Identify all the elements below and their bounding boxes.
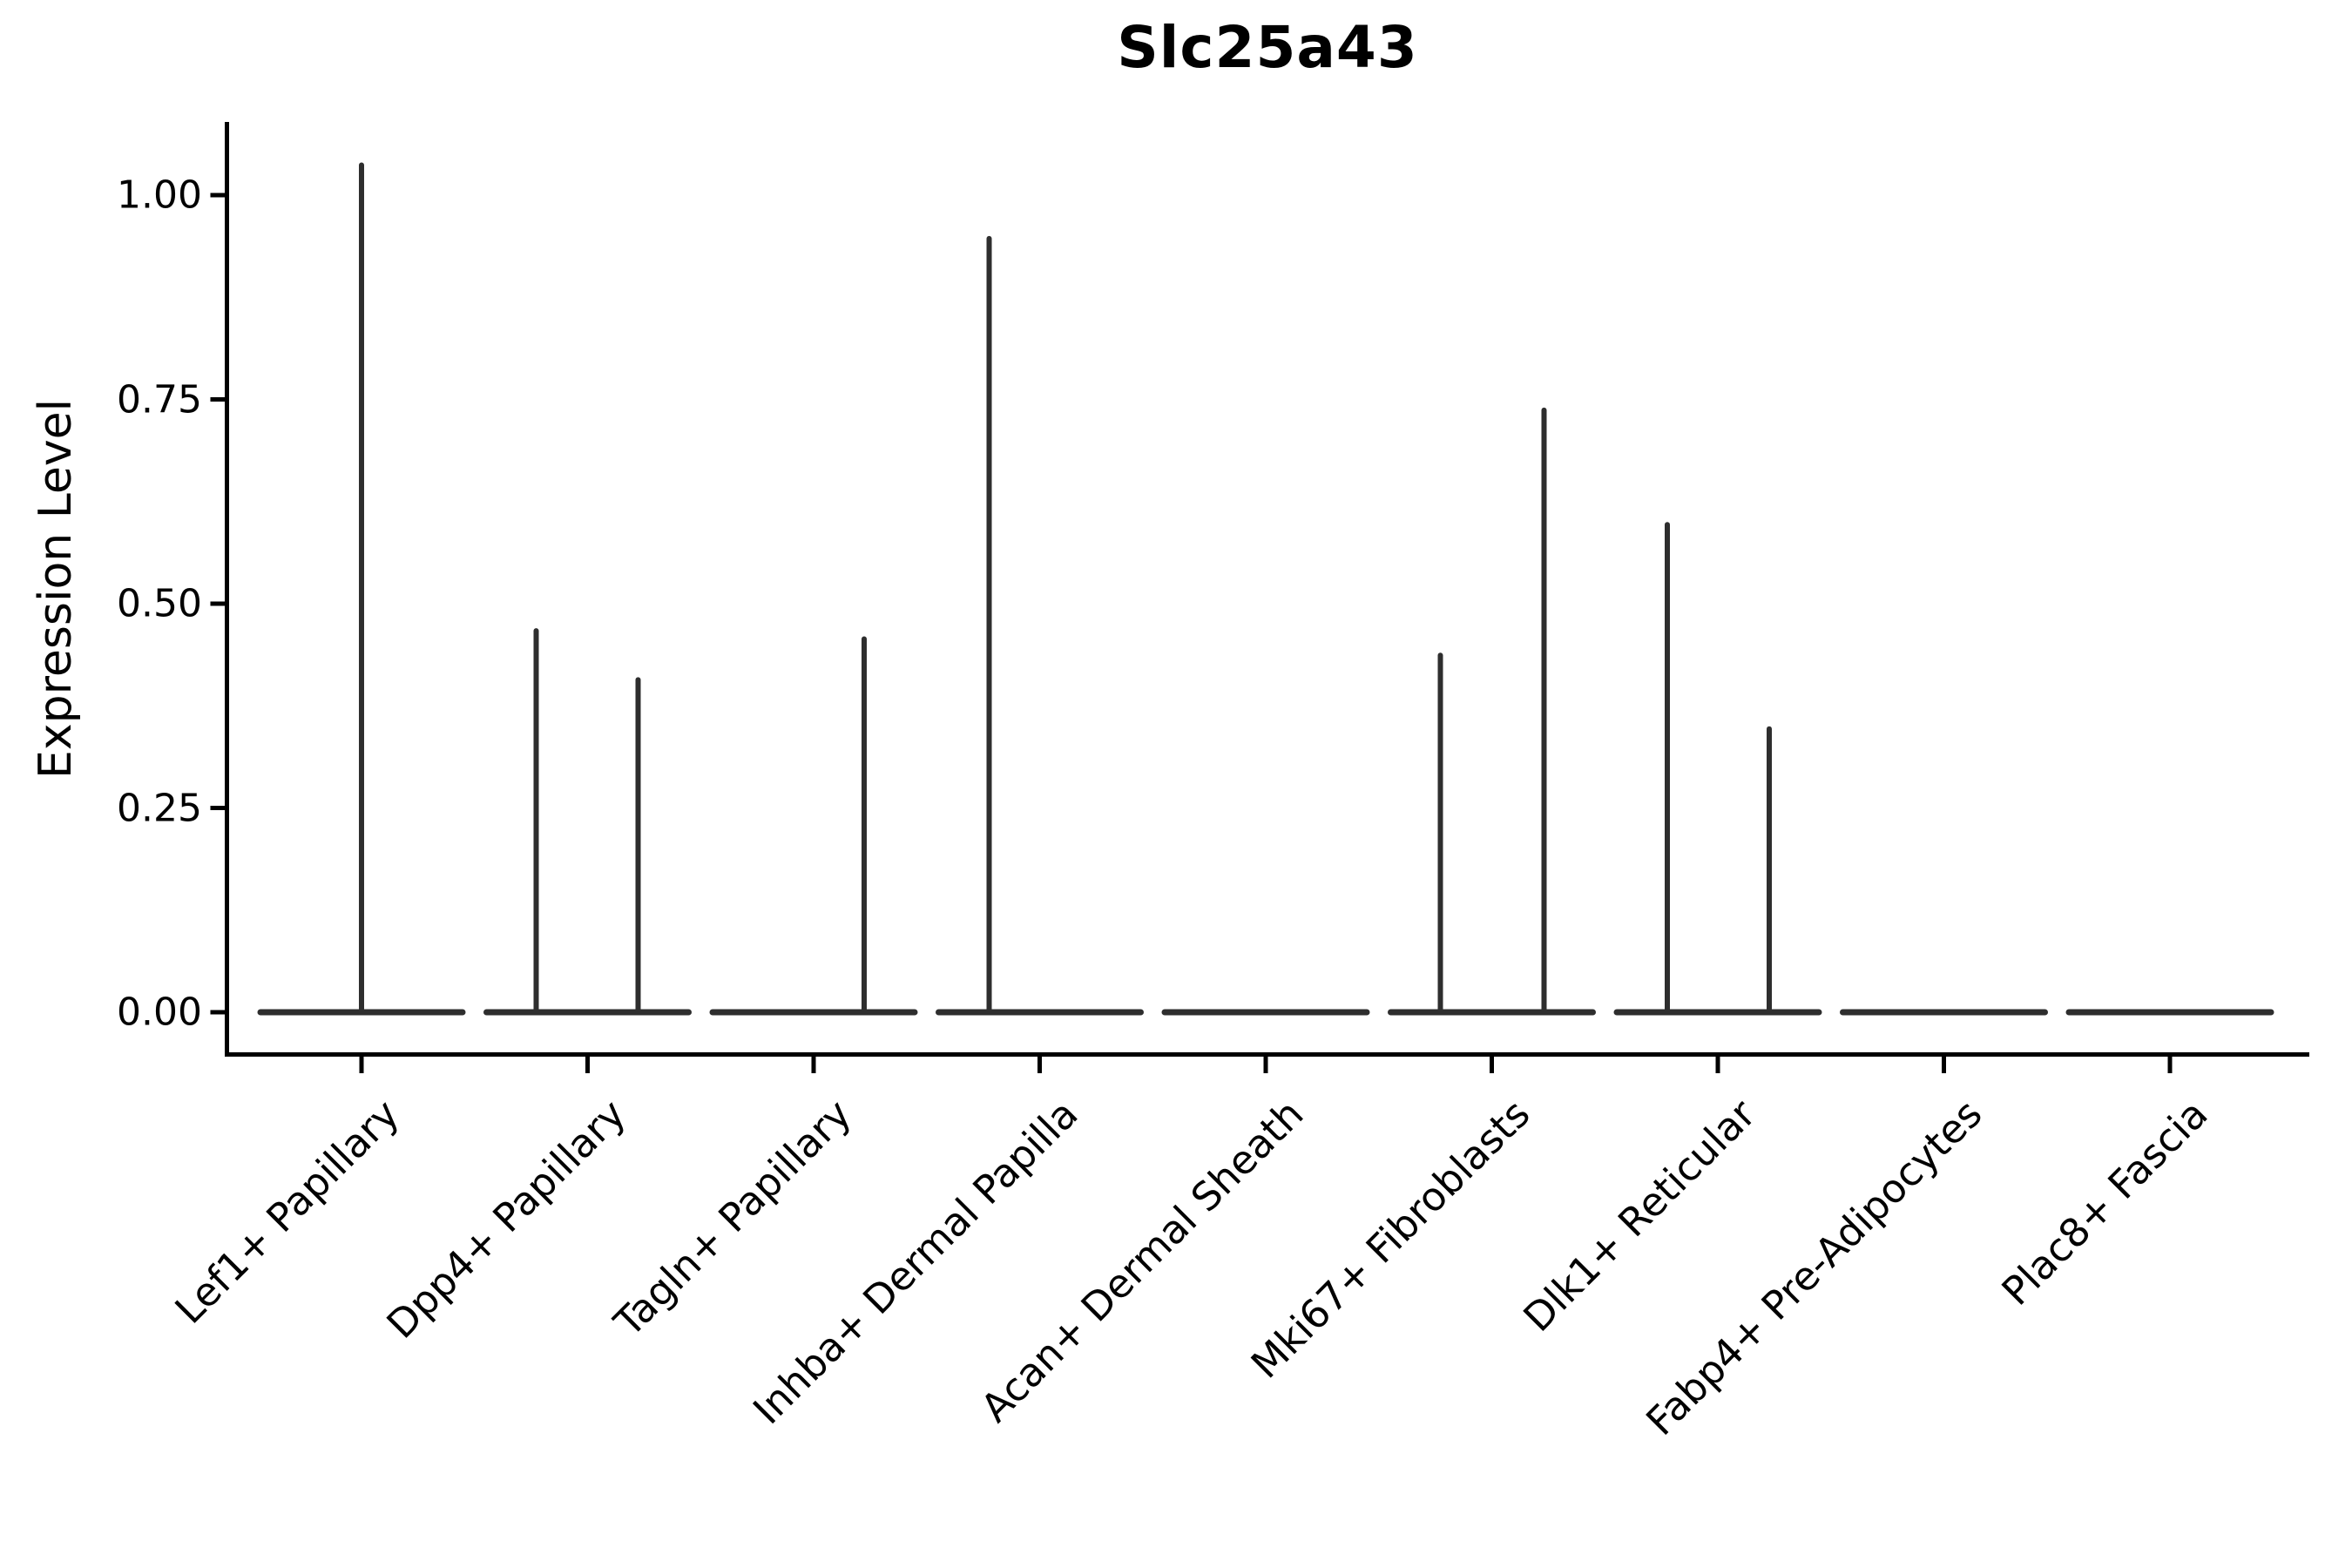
violin-base (1388, 1009, 1596, 1016)
violin-base (1161, 1009, 1370, 1016)
y-tick-label: 0.00 (117, 990, 202, 1035)
violin-base (936, 1009, 1144, 1016)
violin-base (1613, 1009, 1822, 1016)
violin-base (709, 1009, 918, 1016)
y-tick-label: 1.00 (117, 172, 202, 218)
y-tick-label: 0.50 (117, 581, 202, 626)
y-tick-label: 0.25 (117, 786, 202, 830)
violin-base (1840, 1009, 2048, 1016)
violin-base (2065, 1009, 2274, 1016)
violin-base (483, 1009, 692, 1016)
y-tick-label: 0.75 (117, 377, 202, 422)
chart-title: Slc25a43 (1117, 14, 1418, 81)
